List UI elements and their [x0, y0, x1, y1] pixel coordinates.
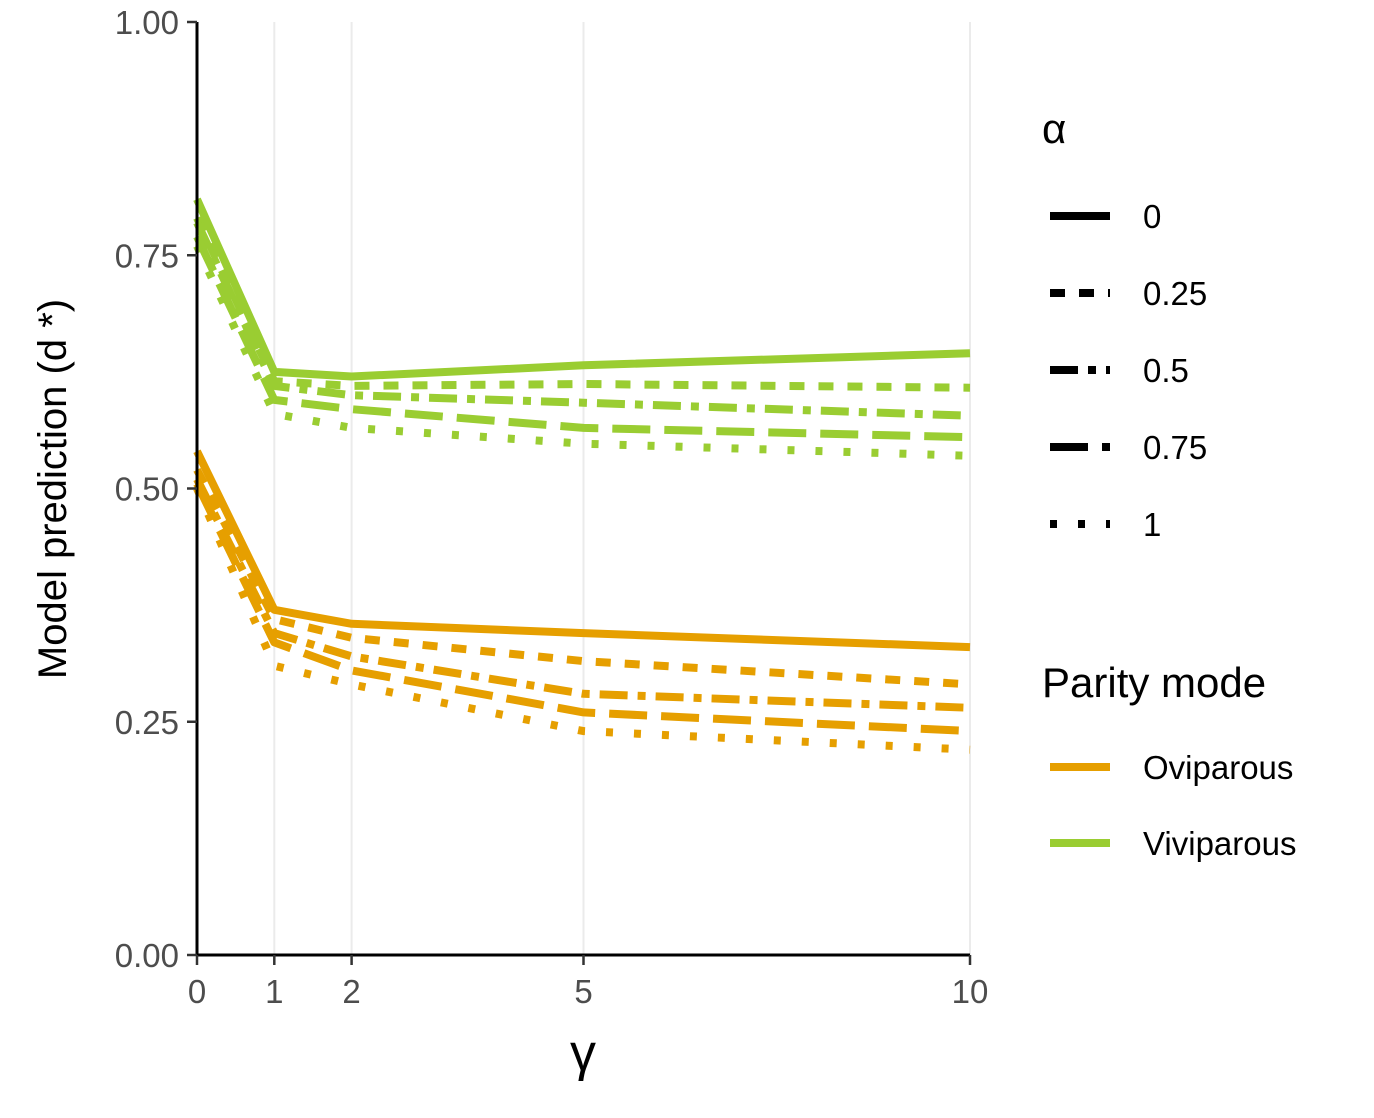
x-tick-label: 1: [265, 973, 283, 1010]
y-axis-title: Model prediction (d *): [31, 299, 75, 679]
x-tick-label: 2: [342, 973, 360, 1010]
grid-lines: [273, 22, 971, 955]
legend-alpha-label: 0.5: [1143, 352, 1189, 389]
x-tick-label: 5: [574, 973, 592, 1010]
legend-parity: Parity mode Oviparous Viviparous: [1042, 659, 1296, 862]
x-axis-title: γ: [570, 1024, 596, 1082]
series-line-viviparous-alpha-0.5: [193, 220, 971, 420]
series-lines: [193, 197, 971, 754]
series-line-oviparous-alpha-0.75: [193, 482, 971, 736]
series-line-viviparous-alpha-0: [193, 197, 971, 381]
legend-alpha-title: α: [1042, 105, 1066, 152]
legend-alpha-label: 0.25: [1143, 275, 1207, 312]
legend-alpha-label: 1: [1143, 506, 1161, 543]
legend-alpha: α 0 0.25 0.5 0.75 1: [1042, 105, 1207, 543]
x-tick-label: 0: [188, 973, 206, 1010]
y-tick-label: 0.25: [115, 704, 179, 741]
y-ticks: 0.00 0.25 0.50 0.75 1.00: [115, 4, 197, 974]
y-tick-label: 0.50: [115, 471, 179, 508]
legend-parity-label: Oviparous: [1143, 749, 1293, 786]
legend-parity-label: Viviparous: [1143, 825, 1296, 862]
x-ticks: 0 1 2 5 10: [188, 955, 989, 1010]
y-tick-label: 0.75: [115, 237, 179, 274]
series-line-oviparous-alpha-0: [193, 449, 971, 652]
legend-parity-title: Parity mode: [1042, 659, 1266, 706]
legend-alpha-label: 0.75: [1143, 429, 1207, 466]
y-tick-label: 1.00: [115, 4, 179, 41]
series-line-viviparous-alpha-0.75: [193, 234, 971, 442]
legend-alpha-label: 0: [1143, 198, 1161, 235]
y-tick-label: 0.00: [115, 937, 179, 974]
x-tick-label: 10: [952, 973, 989, 1010]
series-line-oviparous-alpha-0.25: [193, 467, 971, 689]
